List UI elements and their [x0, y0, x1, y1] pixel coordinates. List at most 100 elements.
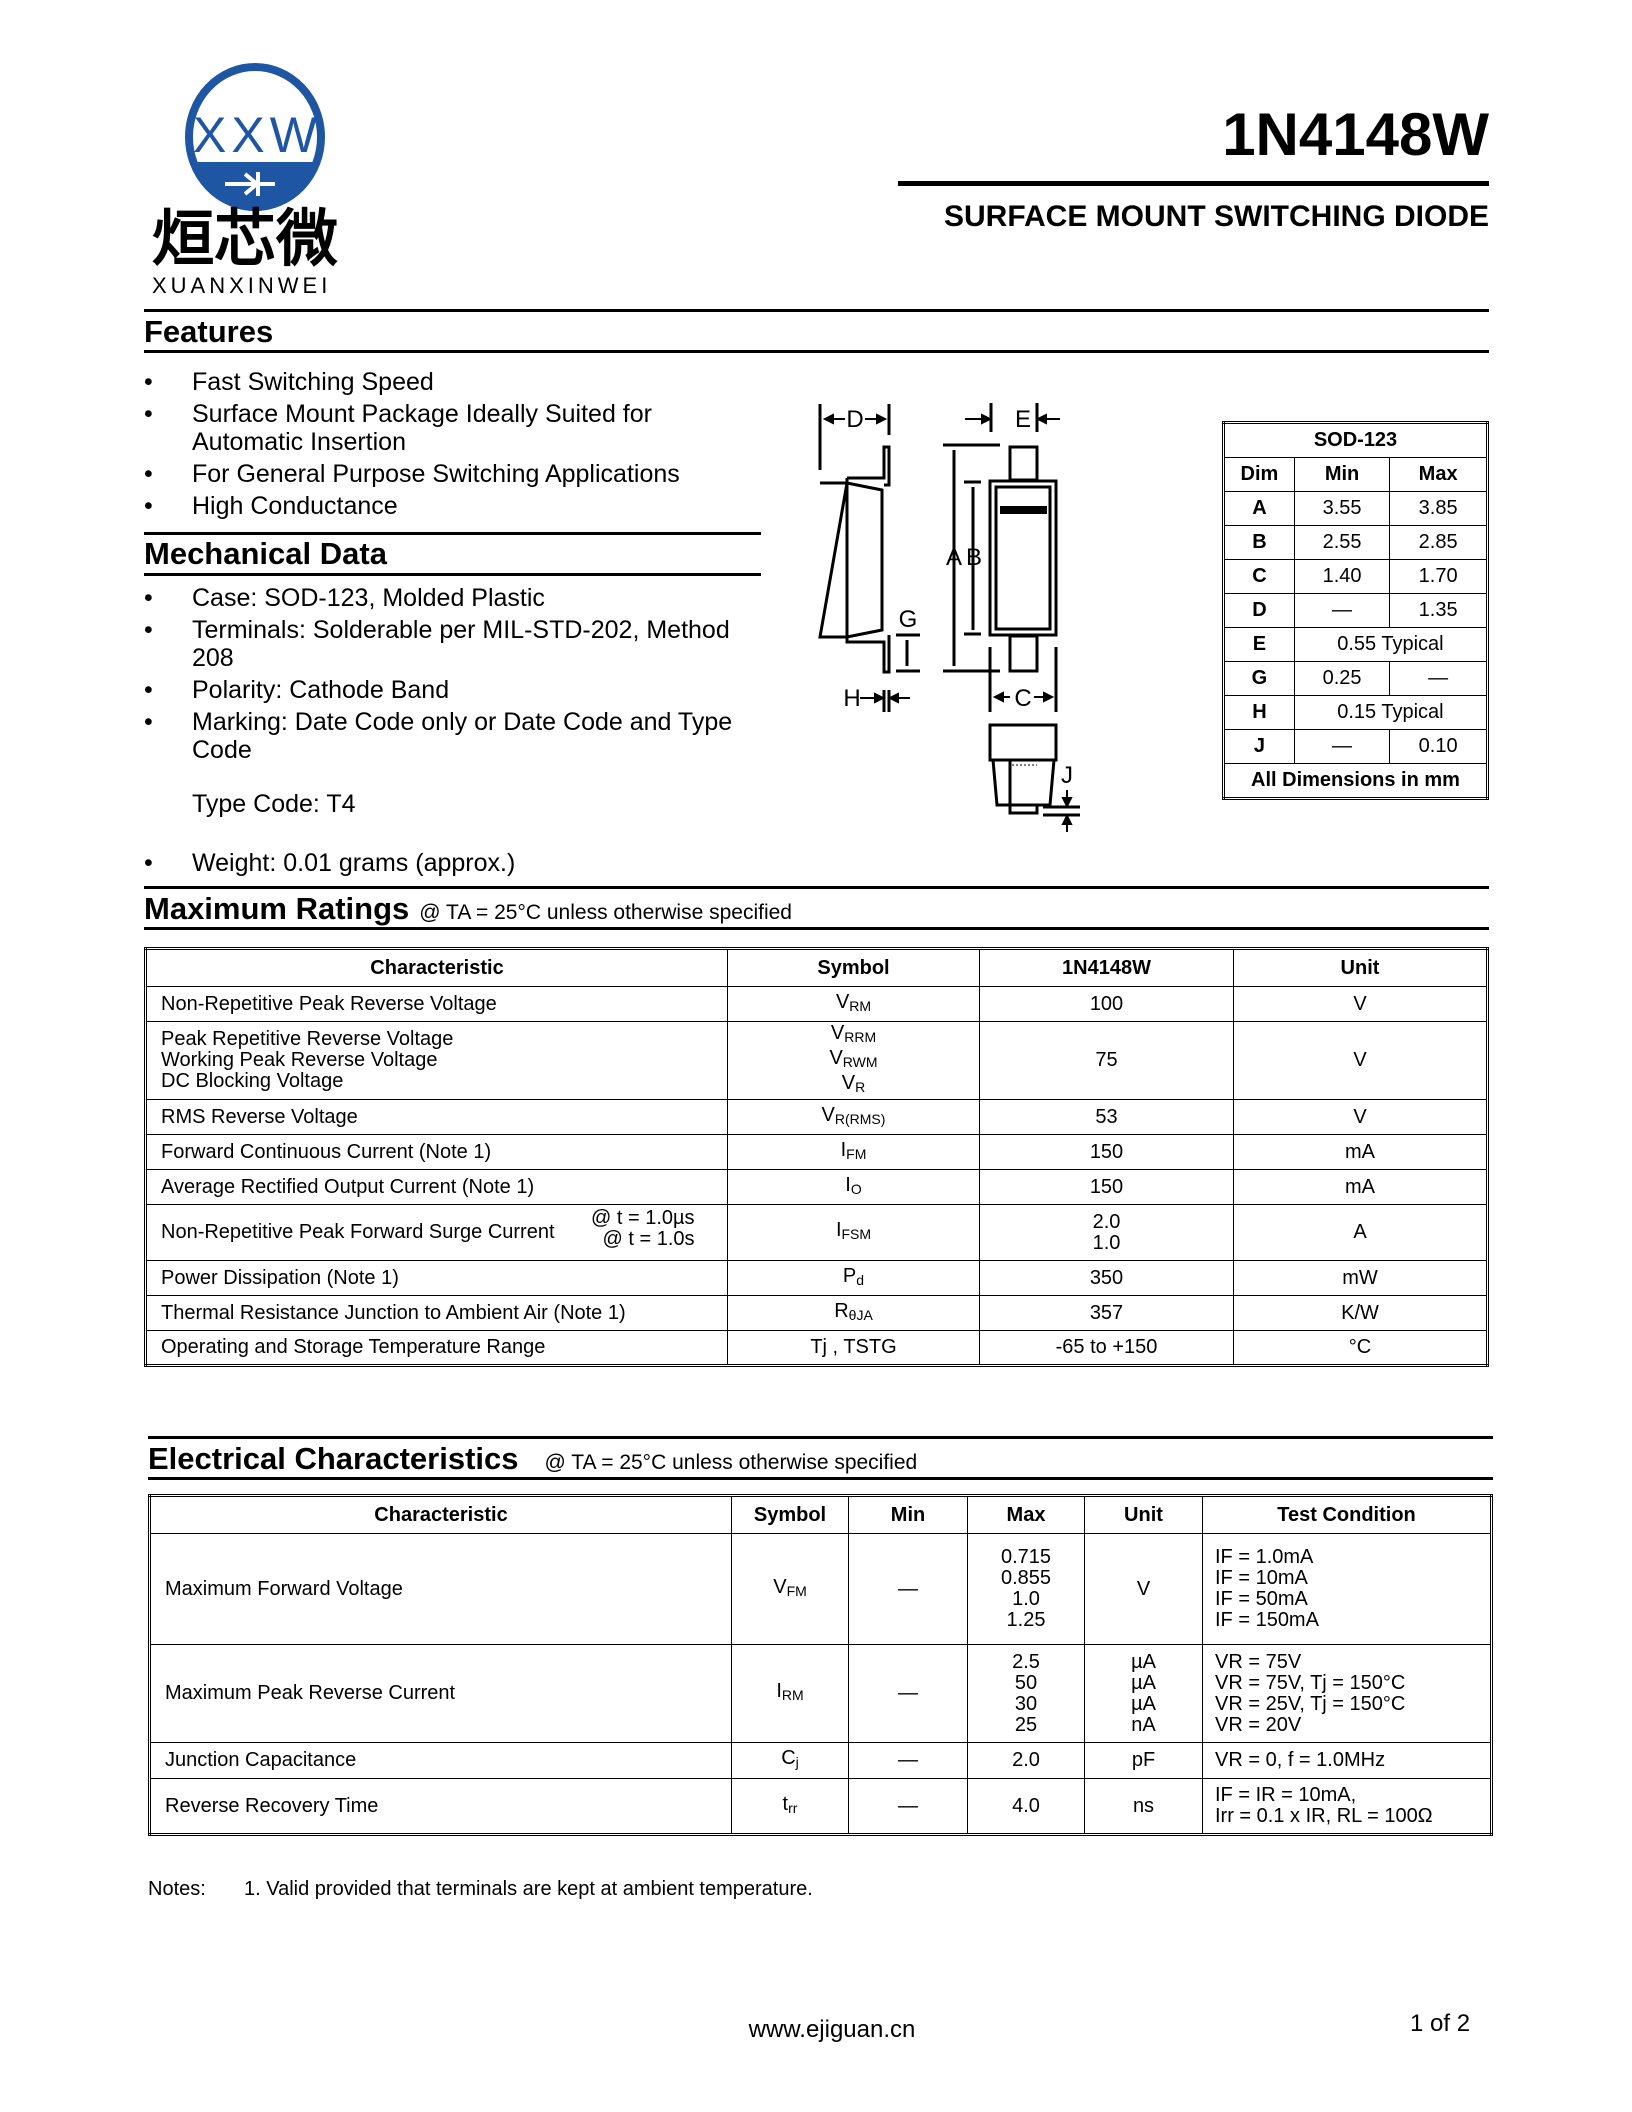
table-cell: RθJA — [727, 1295, 980, 1331]
test-condition-cell: IF = 1.0mA IF = 10mA IF = 50mA IF = 150m… — [1202, 1533, 1492, 1645]
table-cell: — — [848, 1778, 968, 1835]
col-header: Characteristic — [145, 948, 728, 987]
type-code: Type Code: T4 — [192, 790, 356, 818]
table-cell: B — [1223, 525, 1295, 560]
table-row: Non-Repetitive Peak Forward Surge Curren… — [145, 1204, 1488, 1261]
characteristic-text: Forward Continuous Current (Note 1) — [161, 1140, 492, 1163]
table-row: E 0.55 Typical — [1223, 627, 1489, 662]
divider — [148, 1436, 1493, 1439]
table-cell: 1.40 — [1293, 559, 1391, 594]
heading-text: Maximum Ratings — [144, 891, 410, 926]
table-row: Average Rectified Output Current (Note 1… — [145, 1169, 1488, 1205]
col-header: Characteristic — [149, 1495, 732, 1534]
characteristic-cell: Peak Repetitive Reverse Voltage Working … — [145, 1021, 728, 1100]
test-condition: @ t = 1.0µs @ t = 1.0s — [591, 1207, 695, 1250]
col-header: Max — [967, 1495, 1085, 1534]
table-cell: 150 — [979, 1169, 1234, 1205]
table-row: B 2.55 2.85 — [1223, 525, 1488, 560]
table-cell: A — [1233, 1204, 1488, 1261]
table-cell: — — [1293, 593, 1391, 628]
dim-label-d: D — [846, 406, 863, 433]
table-cell: 0.25 — [1293, 661, 1391, 696]
dim-table-title: SOD-123 — [1223, 422, 1488, 458]
dim-table-footer: All Dimensions in mm — [1223, 763, 1488, 799]
table-cell: — — [1293, 729, 1391, 764]
table-row: Forward Continuous Current (Note 1) IFM 15… — [145, 1134, 1488, 1170]
characteristic-cell: Junction Capacitance — [149, 1742, 732, 1779]
list-item: Case: SOD-123, Molded Plastic — [144, 584, 744, 612]
characteristic-cell: Thermal Resistance Junction to Ambient A… — [145, 1295, 728, 1331]
divider — [144, 927, 1489, 930]
characteristic-cell: RMS Reverse Voltage — [145, 1099, 728, 1135]
characteristic-cell: Non-Repetitive Peak Reverse Voltage — [145, 986, 728, 1022]
table-cell: °C — [1233, 1330, 1488, 1366]
table-row: A 3.55 3.85 — [1223, 491, 1488, 526]
table-cell: 2.0 1.0 — [979, 1204, 1234, 1261]
dim-label-b: B — [966, 544, 982, 571]
table-cell: A — [1223, 491, 1295, 526]
table-row: Maximum Forward Voltage VFM —0.715 0.855 1… — [149, 1533, 1492, 1645]
note-1: 1. Valid provided that terminals are kep… — [244, 1878, 813, 1900]
table-row: G 0.25— — [1223, 661, 1488, 696]
table-cell: 100 — [979, 986, 1234, 1022]
table-cell: -65 to +150 — [979, 1330, 1234, 1366]
list-item: Polarity: Cathode Band — [144, 676, 744, 704]
table-cell: J — [1223, 729, 1295, 764]
col-header: Symbol — [731, 1495, 849, 1534]
sod123-outline-drawing: D E A B G H C J — [818, 403, 1080, 832]
table-cell: 0.10 — [1389, 729, 1488, 764]
divider — [144, 350, 1489, 353]
table-cell: 0.15 Typical — [1293, 695, 1489, 730]
dim-label-e: E — [1015, 406, 1031, 433]
dim-label-h: H — [843, 685, 860, 712]
dimensions-table: SOD-123 Dim Min Max A 3.55 3.85 B 2.55 2.85 C 1.4… — [1222, 421, 1489, 800]
table-cell: 357 — [979, 1295, 1234, 1331]
col-header: Symbol — [727, 948, 980, 987]
table-cell: 3.85 — [1389, 491, 1488, 526]
table-cell: H — [1223, 695, 1295, 730]
list-item: High Conductance — [144, 492, 744, 520]
heading-text: Electrical Characteristics — [148, 1441, 519, 1476]
table-cell: Pd — [727, 1260, 980, 1296]
table-row: C 1.40 1.70 — [1223, 559, 1488, 594]
table-row: Maximum Peak Reverse Current IRM —2.5 50 3… — [149, 1644, 1492, 1743]
table-cell: 2.55 — [1293, 525, 1391, 560]
company-logo: XXW — [185, 63, 325, 212]
mechanical-heading: Mechanical Data — [144, 536, 387, 571]
table-cell: 75 — [979, 1021, 1234, 1100]
footer-url[interactable]: www.ejiguan.cn — [748, 2016, 916, 2043]
divider — [144, 886, 1489, 889]
list-item: Terminals: Solderable per MIL-STD-202, M… — [144, 616, 744, 672]
features-list: Fast Switching Speed Surface Mount Packa… — [144, 368, 744, 524]
table-cell: 2.85 — [1389, 525, 1488, 560]
list-item: Surface Mount Package Ideally Suited for… — [144, 400, 744, 456]
title-rule — [898, 181, 1489, 186]
table-cell: E — [1223, 627, 1295, 662]
table-cell: 150 — [979, 1134, 1234, 1170]
table-cell: 3.55 — [1293, 491, 1391, 526]
test-condition-cell: VR = 75V VR = 75V, Tj = 150°C VR = 25V, … — [1202, 1644, 1492, 1743]
table-row: Non-Repetitive Peak Reverse Voltage VRM 10… — [145, 986, 1488, 1022]
table-cell: K/W — [1233, 1295, 1488, 1331]
table-row: Power Dissipation (Note 1) Pd 350 mW — [145, 1260, 1488, 1296]
part-number: 1N4148W — [1222, 101, 1489, 168]
table-cell: — — [848, 1533, 968, 1645]
table-cell: pF — [1084, 1742, 1203, 1779]
max-ratings-heading: Maximum Ratings @ TA = 25°C unless otherw… — [144, 891, 792, 927]
table-cell: — — [848, 1742, 968, 1779]
test-condition-cell: IF = IR = 10mA, Irr = 0.1 x IR, RL = 100… — [1202, 1778, 1492, 1835]
logo-chinese-name: 烜芯微 — [152, 205, 339, 274]
table-cell: VRM — [727, 986, 980, 1022]
svg-text:XXW: XXW — [193, 107, 318, 163]
table-cell: V — [1233, 1099, 1488, 1135]
condition-note: @ TA = 25°C unless otherwise specified — [419, 901, 792, 924]
characteristic-cell: Forward Continuous Current (Note 1) — [145, 1134, 728, 1170]
col-header: Dim — [1223, 457, 1295, 492]
table-cell: D — [1223, 593, 1295, 628]
characteristic-text: Thermal Resistance Junction to Ambient A… — [161, 1301, 626, 1324]
characteristic-text: Average Rectified Output Current (Note 1… — [161, 1175, 535, 1198]
weight-list: Weight: 0.01 grams (approx.) — [144, 849, 744, 881]
table-cell: 4.0 — [967, 1778, 1085, 1835]
table-cell: IRM — [731, 1644, 849, 1743]
characteristic-text: RMS Reverse Voltage — [161, 1105, 358, 1128]
